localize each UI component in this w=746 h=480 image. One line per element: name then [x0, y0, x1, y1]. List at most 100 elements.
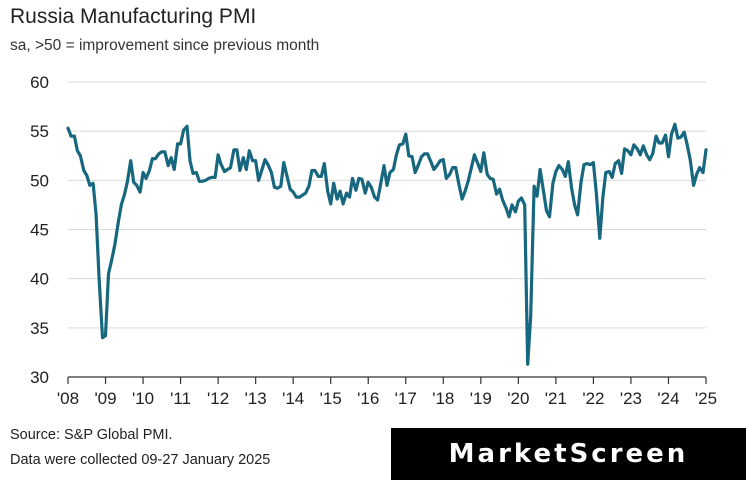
data-point [542, 189, 545, 193]
data-point [410, 155, 414, 159]
data-point [413, 171, 417, 174]
series-layer [66, 122, 708, 366]
source-note: Source: S&P Global PMI. [10, 427, 173, 443]
data-point [270, 171, 273, 174]
data-point [369, 185, 373, 189]
data-point [538, 168, 542, 171]
data-point [566, 160, 570, 164]
data-point [457, 183, 461, 187]
data-point [260, 168, 264, 171]
data-point [360, 177, 364, 181]
x-tick-label: '23 [620, 389, 642, 408]
data-point [282, 161, 286, 165]
data-point [601, 196, 605, 200]
data-point [529, 314, 533, 318]
y-tick-label: 30 [30, 368, 49, 387]
data-point [79, 154, 82, 158]
y-tick-label: 60 [30, 73, 49, 92]
data-point [651, 152, 655, 156]
data-point [382, 164, 386, 168]
data-point [354, 188, 358, 192]
data-point [135, 183, 139, 187]
y-axis-ticks: 30 35 40 45 50 55 60 [30, 73, 49, 387]
data-point [482, 151, 486, 155]
data-point [495, 192, 498, 196]
x-tick-label: '21 [545, 389, 567, 408]
data-point [504, 206, 508, 210]
x-tick-label: '10 [132, 389, 154, 408]
data-point [585, 162, 589, 166]
data-point [429, 160, 433, 164]
data-point [432, 168, 436, 171]
data-point [251, 159, 255, 163]
y-tick-label: 50 [30, 171, 49, 190]
x-tick-label: '25 [695, 389, 717, 408]
data-point [401, 142, 405, 146]
data-point [257, 178, 260, 182]
data-point [188, 159, 192, 163]
data-point [695, 173, 698, 176]
data-point [407, 154, 411, 158]
data-point [207, 177, 211, 180]
data-point [645, 153, 649, 157]
data-point [141, 171, 145, 174]
data-point [398, 143, 401, 147]
data-point [366, 180, 370, 184]
data-point [69, 134, 73, 138]
x-tick-label: '14 [282, 389, 304, 408]
data-point [701, 171, 705, 174]
data-point [73, 134, 76, 138]
data-point [526, 362, 530, 366]
data-point [479, 170, 483, 173]
data-point [404, 132, 408, 136]
data-point [185, 124, 189, 128]
data-point [276, 186, 279, 190]
data-point [229, 166, 232, 170]
data-point [607, 170, 611, 173]
x-axis: '08 '09 '10 '11 '12 '13 '14 '15 '16 '17 '18 '19 '20 '… [57, 376, 717, 408]
data-point [548, 215, 551, 219]
x-tick-label: '19 [470, 389, 492, 408]
data-point [335, 197, 339, 201]
data-point [641, 144, 645, 148]
data-point [301, 193, 304, 197]
data-point [554, 170, 558, 173]
data-point [216, 153, 220, 157]
x-tick-label: '13 [245, 389, 267, 408]
data-point [107, 272, 110, 276]
data-point [288, 187, 292, 191]
data-point [617, 159, 620, 163]
data-point [345, 191, 348, 195]
data-point [247, 149, 251, 153]
data-point [507, 215, 511, 219]
data-point [473, 153, 476, 157]
data-point [125, 180, 129, 184]
data-point [654, 134, 658, 138]
data-point [223, 170, 226, 173]
y-tick-label: 55 [30, 122, 49, 141]
data-point [420, 155, 423, 159]
data-point [635, 147, 639, 151]
data-point [166, 164, 170, 168]
data-point [438, 159, 442, 163]
y-tick-label: 45 [30, 221, 49, 240]
data-point [310, 169, 314, 172]
data-point [97, 277, 101, 281]
x-tick-label: '09 [94, 389, 116, 408]
data-point [648, 158, 652, 162]
data-point [388, 171, 392, 174]
data-point [313, 169, 317, 172]
data-point [463, 189, 467, 193]
data-point [491, 177, 495, 181]
x-tick-label: '11 [170, 389, 191, 408]
x-tick-label: '17 [395, 389, 417, 408]
data-point [285, 174, 289, 177]
y-tick-label: 35 [30, 319, 49, 338]
data-point [210, 176, 214, 179]
data-point [91, 181, 95, 185]
data-point [241, 156, 245, 160]
data-point [235, 148, 239, 152]
data-point [476, 162, 480, 166]
data-point [148, 169, 151, 172]
data-point [598, 236, 602, 240]
